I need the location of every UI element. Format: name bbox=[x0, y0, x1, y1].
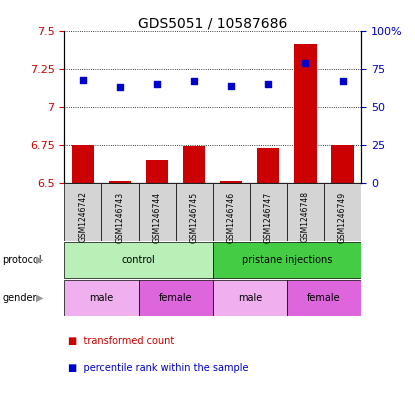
Point bbox=[191, 78, 198, 84]
Text: female: female bbox=[307, 292, 341, 303]
Text: control: control bbox=[122, 255, 155, 265]
Text: male: male bbox=[238, 292, 262, 303]
Bar bbox=[213, 183, 250, 241]
Bar bbox=[64, 242, 213, 278]
Bar bbox=[257, 148, 279, 183]
Text: GSM1246744: GSM1246744 bbox=[153, 191, 161, 242]
Text: ▶: ▶ bbox=[36, 292, 43, 303]
Bar bbox=[332, 145, 354, 183]
Text: ■  transformed count: ■ transformed count bbox=[68, 336, 175, 346]
Point bbox=[80, 77, 86, 83]
Text: gender: gender bbox=[2, 292, 37, 303]
Text: GSM1246746: GSM1246746 bbox=[227, 191, 236, 242]
Text: pristane injections: pristane injections bbox=[242, 255, 332, 265]
Text: GSM1246748: GSM1246748 bbox=[301, 191, 310, 242]
Bar bbox=[213, 279, 287, 316]
Text: male: male bbox=[89, 292, 114, 303]
Text: ■  percentile rank within the sample: ■ percentile rank within the sample bbox=[68, 364, 249, 373]
Bar bbox=[324, 183, 361, 241]
Text: GSM1246745: GSM1246745 bbox=[190, 191, 199, 242]
Bar bbox=[220, 181, 242, 183]
Point bbox=[228, 83, 234, 89]
Text: GSM1246743: GSM1246743 bbox=[115, 191, 124, 242]
Text: female: female bbox=[159, 292, 193, 303]
Point bbox=[265, 81, 272, 88]
Text: protocol: protocol bbox=[2, 255, 42, 265]
Bar bbox=[139, 279, 213, 316]
Text: ▶: ▶ bbox=[36, 255, 43, 265]
Point bbox=[117, 84, 123, 90]
Bar bbox=[109, 181, 131, 183]
Bar bbox=[101, 183, 139, 241]
Point bbox=[339, 78, 346, 84]
Point bbox=[302, 60, 309, 66]
Bar bbox=[183, 146, 205, 183]
Text: GSM1246742: GSM1246742 bbox=[78, 191, 88, 242]
Bar bbox=[250, 183, 287, 241]
Bar bbox=[146, 160, 168, 183]
Text: GSM1246747: GSM1246747 bbox=[264, 191, 273, 242]
Bar bbox=[72, 145, 94, 183]
Bar bbox=[294, 44, 317, 183]
Bar bbox=[64, 279, 139, 316]
Title: GDS5051 / 10587686: GDS5051 / 10587686 bbox=[138, 16, 287, 30]
Text: GSM1246749: GSM1246749 bbox=[338, 191, 347, 242]
Bar bbox=[176, 183, 213, 241]
Bar bbox=[139, 183, 176, 241]
Bar bbox=[287, 183, 324, 241]
Bar bbox=[213, 242, 361, 278]
Bar bbox=[64, 183, 101, 241]
Bar bbox=[287, 279, 361, 316]
Point bbox=[154, 81, 160, 88]
